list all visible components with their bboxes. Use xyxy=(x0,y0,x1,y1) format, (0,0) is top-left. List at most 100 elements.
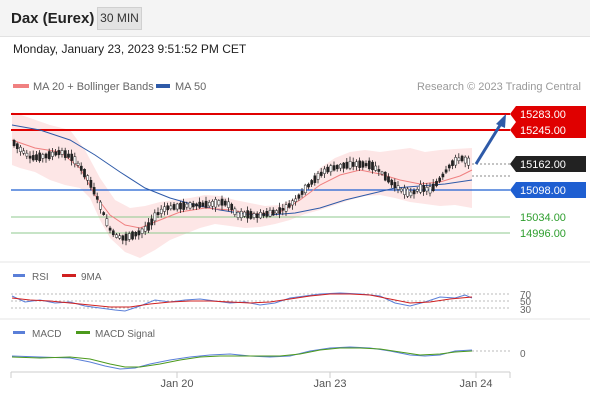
candle-body xyxy=(444,169,448,173)
macd-zero-label: 0 xyxy=(520,349,526,360)
candle-body xyxy=(435,180,438,187)
candle-body xyxy=(246,210,250,219)
candle-body xyxy=(355,161,358,167)
candle-body xyxy=(310,180,314,185)
candle-body xyxy=(111,230,115,236)
candle-body xyxy=(25,152,29,157)
candle-body xyxy=(275,210,278,214)
macd-legend-swatch xyxy=(13,331,25,334)
rsi-50-label: 50 xyxy=(520,297,532,308)
candle-body xyxy=(76,162,80,166)
candle-body xyxy=(377,169,381,172)
timestamp: Monday, January 23, 2023 9:51:52 PM CET xyxy=(13,42,247,56)
candle-body xyxy=(393,182,397,188)
candle-body xyxy=(451,160,454,166)
rsi-legend-label: RSI xyxy=(32,272,49,283)
candle-body xyxy=(44,153,48,159)
candle-body xyxy=(307,183,310,188)
x-axis-label-jan24: Jan 24 xyxy=(459,378,492,390)
candle-body xyxy=(342,162,346,169)
candle-body xyxy=(134,231,138,237)
macd-signal-line xyxy=(11,347,473,368)
rsi-legend-swatch xyxy=(13,274,25,277)
candle-body xyxy=(425,187,429,192)
price-tag-current: 15162.00 xyxy=(510,156,586,172)
candle-body xyxy=(428,186,432,194)
candle-body xyxy=(406,188,410,197)
candle-body xyxy=(316,173,320,180)
candle-body xyxy=(163,206,166,212)
candle-body xyxy=(217,200,221,206)
instrument-title: Dax (Eurex) xyxy=(11,10,95,27)
candle-body xyxy=(220,198,224,206)
candle-body xyxy=(467,157,470,166)
candle-body xyxy=(89,179,93,188)
candle-body xyxy=(297,194,301,199)
candle-body xyxy=(54,151,58,156)
candle-body xyxy=(287,203,291,208)
candle-body xyxy=(28,155,32,159)
candle-body xyxy=(51,151,54,157)
x-axis-label-jan23: Jan 23 xyxy=(313,378,346,390)
candle-body xyxy=(236,211,240,218)
candle-body xyxy=(105,218,109,226)
candle-body xyxy=(67,153,70,158)
candle-body xyxy=(339,163,342,169)
candle-body xyxy=(137,230,141,236)
candle-body xyxy=(172,204,176,210)
macd-signal-legend-label: MACD Signal xyxy=(95,329,155,340)
candle-body xyxy=(361,161,365,168)
candle-body xyxy=(147,222,150,231)
candle-body xyxy=(399,188,403,192)
candle-body xyxy=(300,190,304,195)
candle-body xyxy=(201,202,205,207)
candle-body xyxy=(387,176,390,183)
candle-body xyxy=(422,185,426,192)
candle-body xyxy=(441,173,445,178)
price-tag-pivot-label: 15098.00 xyxy=(520,185,566,197)
candle-body xyxy=(252,213,256,218)
candle-body xyxy=(457,157,461,162)
price-tag-r1: 15245.00 xyxy=(510,122,586,138)
candle-body xyxy=(329,165,333,173)
candle-body xyxy=(335,164,339,170)
candle-body xyxy=(95,196,99,200)
timeframe-button[interactable]: 30 MIN xyxy=(97,7,142,30)
candle-body xyxy=(412,190,416,195)
candle-body xyxy=(351,161,355,167)
candle-body xyxy=(207,202,211,207)
candle-body xyxy=(153,212,157,222)
candle-body xyxy=(454,157,458,166)
candle-body xyxy=(83,168,86,178)
price-tag-pivot: 15098.00 xyxy=(510,182,586,198)
candle-body xyxy=(243,211,246,217)
candle-body xyxy=(431,183,435,191)
price-tag-r2: 15283.00 xyxy=(510,106,586,122)
candle-body xyxy=(303,184,307,194)
ma20-legend-label: MA 20 + Bollinger Bands xyxy=(33,81,154,93)
candle-body xyxy=(159,208,163,214)
candle-body xyxy=(156,212,160,216)
candle-body xyxy=(409,191,413,197)
ma50-legend-label: MA 50 xyxy=(175,81,206,93)
copyright-text: Research © 2023 Trading Central xyxy=(417,81,581,93)
candle-body xyxy=(332,165,336,171)
candle-body xyxy=(169,205,173,210)
candle-body xyxy=(223,200,227,206)
candle-body xyxy=(323,168,326,174)
ma20-legend-swatch xyxy=(13,84,29,88)
candle-body xyxy=(396,185,400,190)
candle-body xyxy=(115,234,118,238)
candle-body xyxy=(214,199,218,208)
candle-body xyxy=(419,184,422,193)
macd-signal-legend-swatch xyxy=(76,331,90,334)
x-axis-label-jan20: Jan 20 xyxy=(160,378,193,390)
candle-body xyxy=(182,201,186,210)
candle-body xyxy=(374,165,378,171)
candle-body xyxy=(41,154,45,159)
forecast-arrow-head xyxy=(496,114,506,128)
candle-body xyxy=(233,208,237,215)
candle-body xyxy=(60,150,64,155)
candle-body xyxy=(127,233,131,240)
